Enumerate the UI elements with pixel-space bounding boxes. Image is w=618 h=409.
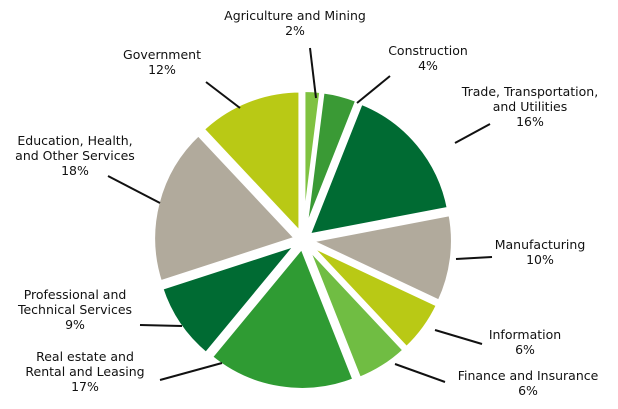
slice-label-manufacturing: Manufacturing 10% [495, 237, 586, 267]
slice-value-label: 10% [526, 252, 554, 267]
slice-label-professional-and-technical-services: Professional and Technical Services 9% [17, 287, 132, 332]
slice-name-label: Technical Services [17, 302, 132, 317]
pie-slice-construction [302, 89, 360, 236]
slice-value-label: 2% [285, 23, 305, 38]
slice-value-label: 6% [518, 383, 538, 398]
leader-line-information [434, 329, 483, 345]
slice-name-label: Construction [388, 43, 468, 58]
slice-value-label: 4% [418, 58, 438, 73]
leader-line-real-estate-and-rental-and-leasing [159, 362, 223, 381]
slice-name-label: Information [489, 327, 561, 342]
slice-value-label: 16% [516, 114, 544, 129]
slice-name-label: Real estate and [36, 349, 134, 364]
slice-value-label: 6% [515, 342, 535, 357]
leader-line-trade-transportation-and-utilities [454, 123, 491, 144]
leader-line-construction [356, 75, 391, 104]
slice-name-label: Education, Health, [17, 133, 132, 148]
slice-name-label: Agriculture and Mining [224, 8, 366, 23]
pie-slice-real-estate-and-rental-and-leasing [208, 244, 357, 392]
slice-value-label: 17% [71, 379, 99, 394]
pie-slice-professional-and-technical-services [159, 241, 300, 357]
slice-value-label: 9% [65, 317, 85, 332]
leader-line-government [205, 81, 241, 109]
slice-name-label: and Other Services [15, 148, 135, 163]
pie-slice-government [200, 88, 303, 236]
leader-line-finance-and-insurance [394, 363, 446, 383]
slice-name-label: Trade, Transportation, [461, 84, 598, 99]
slice-labels: Agriculture and Mining 2% Construction 4% Tr… [15, 8, 598, 398]
leader-line-manufacturing [455, 256, 493, 260]
leader-line-agriculture-and-mining [309, 47, 317, 99]
pie-slice-manufacturing [307, 212, 455, 304]
leader-lines [107, 47, 493, 383]
slice-label-trade-transportation-and-utilities: Trade, Transportation, and Utilities 16% [461, 84, 598, 129]
leader-line-professional-and-technical-services [139, 324, 183, 327]
slice-value-label: 12% [148, 62, 176, 77]
slice-label-construction: Construction 4% [388, 43, 468, 73]
slice-name-label: Finance and Insurance [458, 368, 599, 383]
slice-name-label: and Utilities [493, 99, 568, 114]
slice-name-label: Rental and Leasing [25, 364, 144, 379]
pie-slice-finance-and-insurance [304, 243, 407, 381]
pie-slice-trade-transportation-and-utilities [306, 100, 451, 238]
slice-name-label: Manufacturing [495, 237, 586, 252]
slice-name-label: Government [123, 47, 201, 62]
slice-label-real-estate-and-rental-and-leasing: Real estate and Rental and Leasing 17% [25, 349, 144, 394]
slice-label-agriculture-and-mining: Agriculture and Mining 2% [224, 8, 366, 38]
slice-label-education-health-and-other-services: Education, Health, and Other Services 18% [15, 133, 135, 178]
pie-slices [151, 88, 455, 392]
slice-name-label: Professional and [24, 287, 127, 302]
slice-label-government: Government 12% [123, 47, 201, 77]
slice-label-information: Information 6% [489, 327, 561, 357]
pie-slice-information [306, 242, 441, 351]
slice-value-label: 18% [61, 163, 89, 178]
slice-label-finance-and-insurance: Finance and Insurance 6% [458, 368, 599, 398]
leader-line-education-health-and-other-services [107, 175, 161, 204]
